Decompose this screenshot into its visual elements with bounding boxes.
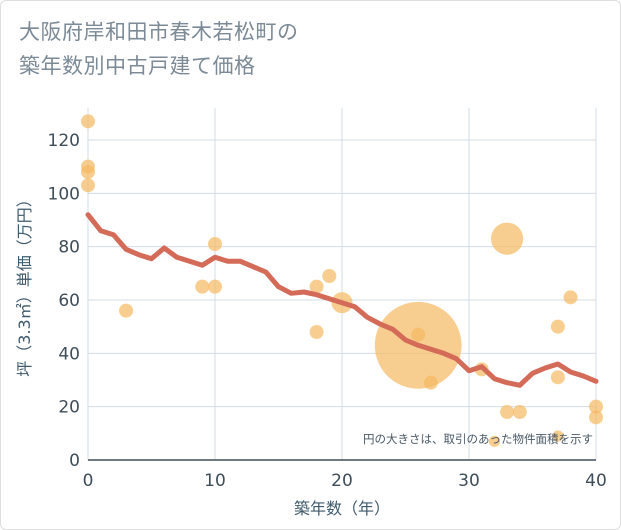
y-tick-label: 100 [48, 184, 80, 204]
x-tick-label: 0 [83, 471, 94, 491]
size-note: 円の大きさは、取引のあった物件面積を示す [363, 432, 593, 446]
data-bubble [208, 279, 222, 294]
x-tick-label: 30 [458, 471, 480, 491]
y-tick-label: 40 [58, 344, 80, 364]
trend-line [85, 212, 599, 388]
data-bubble [195, 279, 210, 294]
x-tick-label: 10 [204, 471, 226, 491]
data-bubble [563, 290, 578, 305]
data-bubble [208, 237, 222, 251]
data-bubble [500, 405, 515, 419]
data-bubble [491, 222, 524, 255]
data-bubble [488, 435, 500, 447]
chart-title-line-2: 築年数別中古戸建て価格 [19, 54, 256, 78]
y-tick-label: 60 [58, 291, 80, 311]
y-tick-label: 0 [69, 451, 80, 471]
data-bubble [550, 370, 565, 385]
chart-title: 大阪府岸和田市春木若松町の 築年数別中古戸建て価格 [19, 15, 299, 83]
x-tick-labels: 0 10 20 30 40 [83, 471, 607, 491]
data-bubble [81, 114, 95, 129]
data-bubble [552, 430, 564, 442]
data-bubble [411, 327, 426, 342]
data-bubble [81, 165, 95, 179]
data-bubble [512, 405, 527, 419]
y-axis-title: 坪（3.3㎡）単価（万円） [15, 191, 34, 376]
y-tick-label: 20 [58, 398, 80, 418]
data-bubble [550, 319, 565, 334]
data-bubble [309, 325, 324, 339]
data-bubble [119, 303, 134, 318]
y-tick-label: 120 [48, 131, 80, 151]
data-bubble [322, 269, 337, 283]
x-axis-title: 築年数（年） [294, 499, 390, 518]
data-bubble [81, 178, 95, 193]
data-bubble [589, 410, 603, 425]
chart-title-line-1: 大阪府岸和田市春木若松町の [19, 20, 299, 44]
data-bubble [309, 279, 324, 294]
y-tick-label: 80 [58, 238, 80, 258]
data-bubble [423, 375, 438, 390]
data-bubble [589, 399, 603, 414]
x-tick-label: 20 [331, 471, 353, 491]
y-tick-labels: 0 20 40 60 80 100 120 [48, 131, 80, 471]
x-tick-label: 40 [585, 471, 607, 491]
